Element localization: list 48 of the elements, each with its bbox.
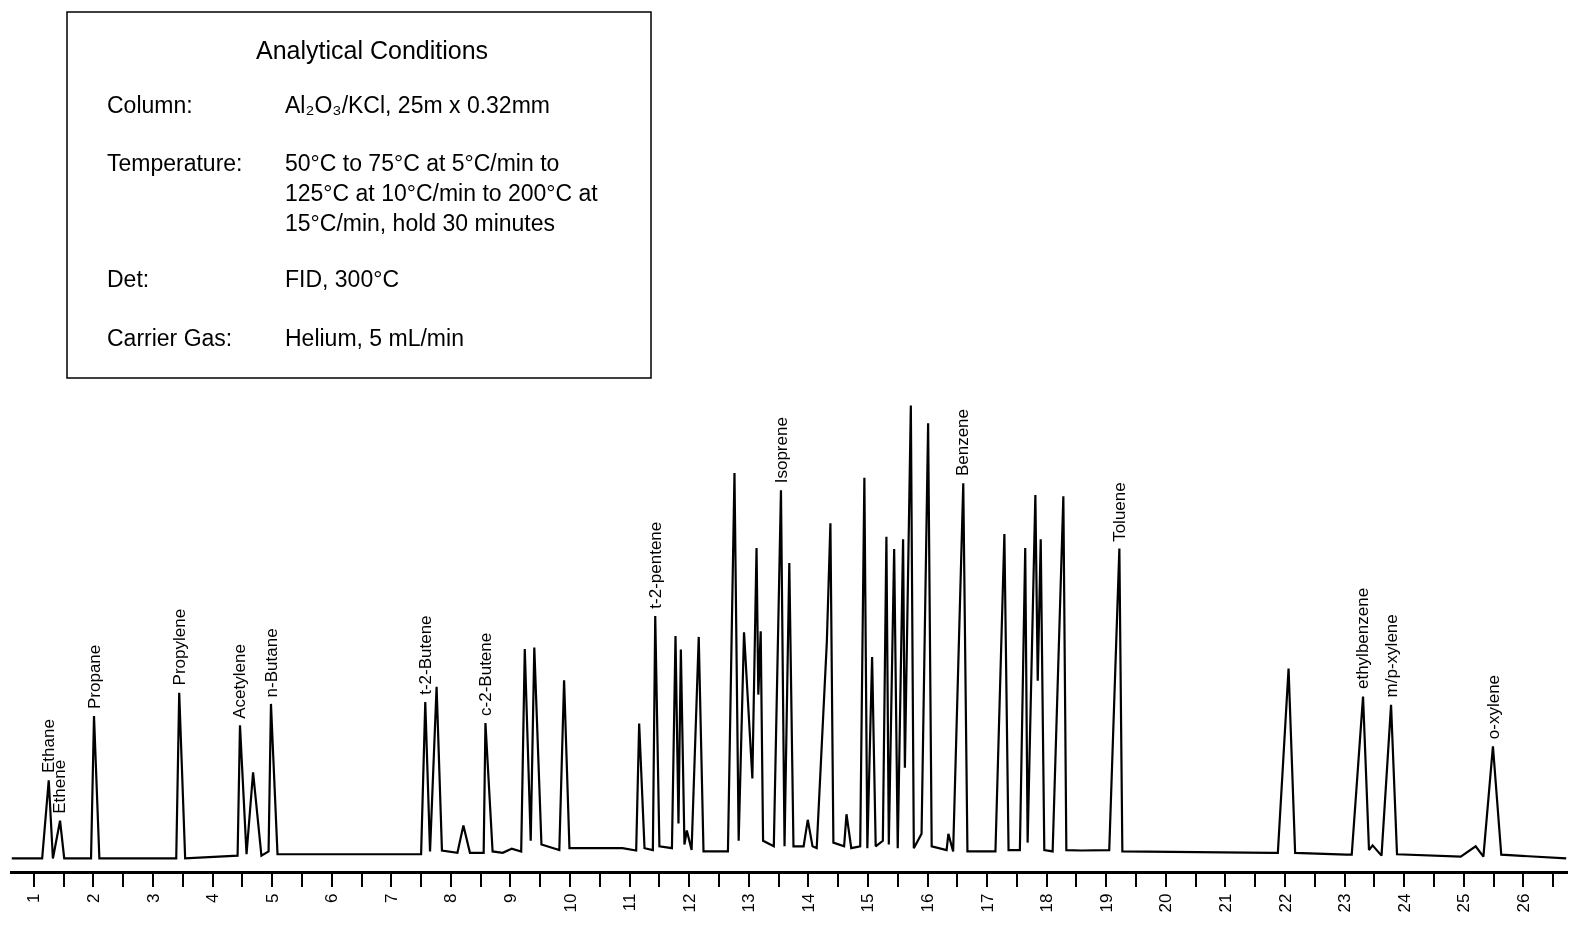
text: Det: — [107, 266, 150, 292]
annotation: Propane — [84, 644, 104, 710]
annotation: Toluene — [1109, 482, 1129, 542]
x-tick-label: 5 — [262, 893, 282, 904]
x-tick-label: 26 — [1513, 893, 1533, 913]
x-tick-label: 3 — [143, 893, 163, 904]
annotation: t-2-Butene — [415, 615, 435, 695]
x-tick-label: 12 — [679, 893, 699, 913]
x-tick-label: 2 — [83, 893, 103, 904]
annotation: Benzene — [953, 408, 973, 477]
x-tick-label: 23 — [1335, 893, 1355, 913]
x-tick-label: 20 — [1156, 893, 1176, 913]
x-tick-label: 22 — [1275, 893, 1295, 913]
x-tick-label: 6 — [322, 893, 342, 904]
x-tick-label: 16 — [918, 893, 938, 913]
annotation: n-Butane — [261, 628, 281, 698]
annotation: Acetylene — [230, 644, 250, 719]
x-tick-label: 14 — [798, 893, 818, 913]
annotation: ethylbenzene — [1353, 587, 1373, 690]
text: 50°C to 75°C at 5°C/min to 125°C at 10°C/min to 200°C at 15°C/min, hold 30 minutes — [285, 150, 599, 236]
text: Al₂O₃/KCl, 25m x 0.32mm — [285, 92, 550, 118]
x-tick-label: 10 — [560, 893, 580, 913]
x-tick-label: 1 — [24, 893, 44, 904]
annotation: Propylene — [169, 608, 189, 686]
x-tick-label: 7 — [381, 893, 401, 904]
x-tick-label: 24 — [1394, 893, 1414, 913]
x-tick-label: 8 — [441, 893, 461, 904]
x-tick-label: 11 — [620, 893, 640, 912]
text: Carrier Gas: — [107, 325, 233, 351]
x-tick-label: 15 — [858, 893, 878, 913]
annotation: c-2-Butene — [475, 632, 495, 716]
annotation: Isoprene — [771, 417, 791, 484]
x-tick-label: 25 — [1454, 893, 1474, 913]
text: Analytical Conditions — [256, 36, 489, 64]
x-tick-label: 13 — [739, 893, 759, 913]
text: Helium, 5 mL/min — [285, 325, 464, 351]
annotation: o-xylene — [1483, 674, 1503, 740]
text: FID, 300°C — [285, 266, 400, 292]
x-tick-label: 17 — [977, 893, 997, 913]
x-tick-label: 4 — [203, 893, 223, 904]
annotation: m/p-xylene — [1381, 614, 1401, 698]
text: Column: — [107, 92, 193, 118]
x-tick-label: 18 — [1037, 893, 1057, 913]
x-tick-label: 21 — [1215, 893, 1235, 913]
x-tick-label: 9 — [500, 893, 520, 904]
annotation: t-2-pentene — [645, 521, 665, 609]
x-tick-label: 19 — [1096, 893, 1116, 913]
text: Temperature: — [107, 150, 243, 176]
